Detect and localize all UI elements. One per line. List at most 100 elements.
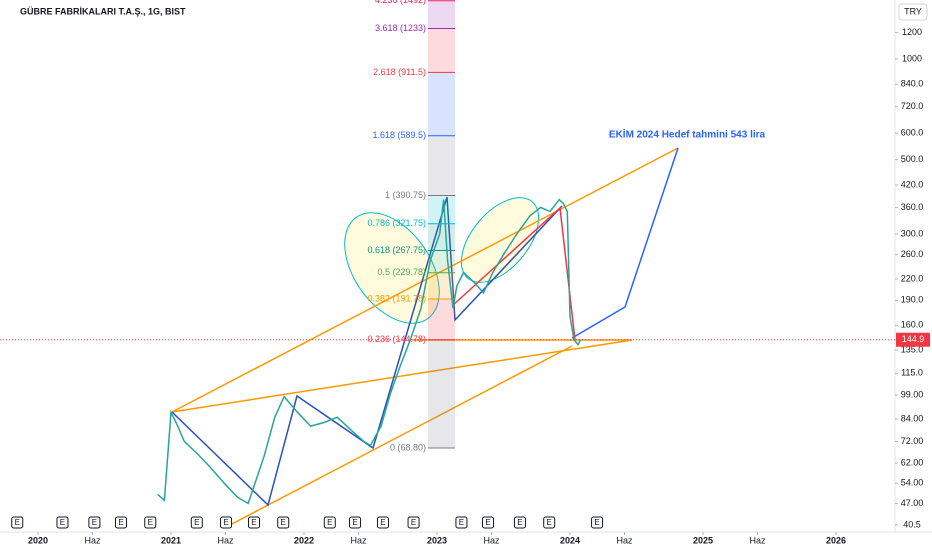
x-tick-label: 2021	[161, 535, 181, 545]
y-tick-label: 40.5	[903, 519, 921, 529]
y-tick-label: 360.0	[901, 202, 924, 212]
x-tick-label: Haz	[85, 535, 102, 545]
fib-label: 3.618 (1233)	[375, 23, 426, 33]
earnings-marker	[376, 516, 389, 529]
annotation: EKİM 2024 Hedef tahmini 543 lira	[609, 128, 766, 141]
y-tick-label: 220.0	[901, 273, 924, 283]
fib-label: 0.236 (144.78)	[367, 334, 426, 344]
fib-label: 1 (390.75)	[385, 190, 426, 200]
currency-label[interactable]: TRY	[904, 6, 922, 16]
earnings-marker	[349, 516, 362, 529]
earnings-marker	[190, 516, 203, 529]
y-tick-label: 1000	[902, 53, 922, 63]
y-tick-label: 84.00	[901, 413, 924, 423]
earnings-marker	[11, 516, 24, 529]
trend-line	[227, 345, 573, 527]
earnings-label: E	[148, 518, 153, 527]
y-tick-label: 1200	[902, 27, 922, 37]
fib-zone	[428, 72, 455, 136]
fib-label: 0.382 (191.78)	[367, 293, 426, 303]
y-tick-label: 115.0	[901, 368, 923, 378]
earnings-marker	[247, 516, 260, 529]
earnings-marker	[88, 516, 101, 529]
y-tick-label: 500.0	[901, 154, 924, 164]
earnings-label: E	[60, 518, 65, 527]
x-tick-label: 2026	[826, 535, 846, 545]
x-tick-label: 2023	[427, 535, 447, 545]
y-tick-label: 99.00	[901, 389, 924, 399]
x-tick-label: Haz	[484, 535, 501, 545]
earnings-label: E	[547, 518, 552, 527]
y-tick-label: 62.00	[901, 457, 924, 467]
earnings-marker	[591, 516, 604, 529]
y-tick-label: 190.0	[901, 295, 924, 305]
earnings-marker	[114, 516, 127, 529]
last-price-box	[896, 332, 930, 347]
projection-line	[571, 147, 679, 339]
x-tick-label: Haz	[218, 535, 235, 545]
earnings-marker	[220, 516, 233, 529]
fib-label: 2.618 (911.5)	[373, 67, 426, 77]
earnings-label: E	[251, 518, 256, 527]
earnings-label: E	[118, 518, 123, 527]
y-tick-label: 135.0	[901, 344, 924, 354]
fib-label: 0.786 (321.75)	[367, 218, 426, 228]
y-tick-label: 160.0	[901, 320, 924, 330]
fib-zone	[428, 0, 455, 29]
y-tick-label: 300.0	[901, 228, 924, 238]
earnings-label: E	[411, 518, 416, 527]
earnings-marker	[407, 516, 420, 529]
earnings-label: E	[594, 518, 599, 527]
earnings-marker	[543, 516, 556, 529]
y-tick-label: 72.00	[901, 436, 924, 446]
y-tick-label: 600.0	[901, 128, 924, 138]
price-line	[157, 198, 582, 505]
y-tick-label: 840.0	[901, 79, 924, 89]
fib-zone	[428, 223, 455, 251]
fib-label: 1.618 (589.5)	[372, 130, 426, 140]
fib-label: 4.236 (1492)	[375, 0, 426, 5]
x-tick-label: Haz	[749, 535, 766, 545]
currency-button[interactable]	[898, 3, 928, 21]
earnings-marker	[513, 516, 526, 529]
fib-label: 0.618 (267.75)	[367, 245, 426, 255]
x-tick-label: 2020	[28, 535, 48, 545]
y-tick-label: 47.00	[901, 498, 924, 508]
earnings-marker	[144, 516, 157, 529]
ellipse-drawing	[344, 212, 440, 324]
trend-line	[171, 147, 679, 413]
y-tick-label: 420.0	[901, 179, 924, 189]
x-tick-label: 2024	[560, 535, 580, 545]
x-tick-label: 2022	[294, 535, 314, 545]
y-tick-label: 260.0	[901, 249, 924, 259]
earnings-label: E	[223, 518, 228, 527]
earnings-label: E	[485, 518, 490, 527]
fib-zone	[428, 298, 455, 340]
chart-title: GÜBRE FABRİKALARI T.A.Ş., 1G, BIST	[20, 6, 186, 16]
trend-line	[171, 339, 633, 413]
fib-label: 0.5 (229.78)	[377, 267, 426, 277]
last-price-label: 144.9	[902, 334, 925, 344]
earnings-label: E	[194, 518, 199, 527]
earnings-marker	[455, 516, 468, 529]
earnings-marker	[323, 516, 336, 529]
zigzag-line	[171, 196, 563, 507]
earnings-label: E	[281, 518, 286, 527]
earnings-label: E	[517, 518, 522, 527]
earnings-marker	[482, 516, 495, 529]
plot-area: 4.236 (1492) 3.618 (1233) 2.618 (911.5) 1.6…	[157, 0, 679, 527]
earnings-marker	[56, 516, 69, 529]
earnings-label: E	[92, 518, 97, 527]
earnings-label: E	[15, 518, 20, 527]
fib-label: 0 (68.80)	[390, 442, 426, 452]
fib-zone	[428, 339, 455, 448]
y-tick-label: 720.0	[901, 101, 924, 111]
earnings-label: E	[352, 518, 357, 527]
x-tick-label: Haz	[351, 535, 368, 545]
earnings-label: E	[327, 518, 332, 527]
ellipse-drawing	[460, 197, 540, 283]
fib-zone	[428, 28, 455, 73]
earnings-marker	[277, 516, 290, 529]
